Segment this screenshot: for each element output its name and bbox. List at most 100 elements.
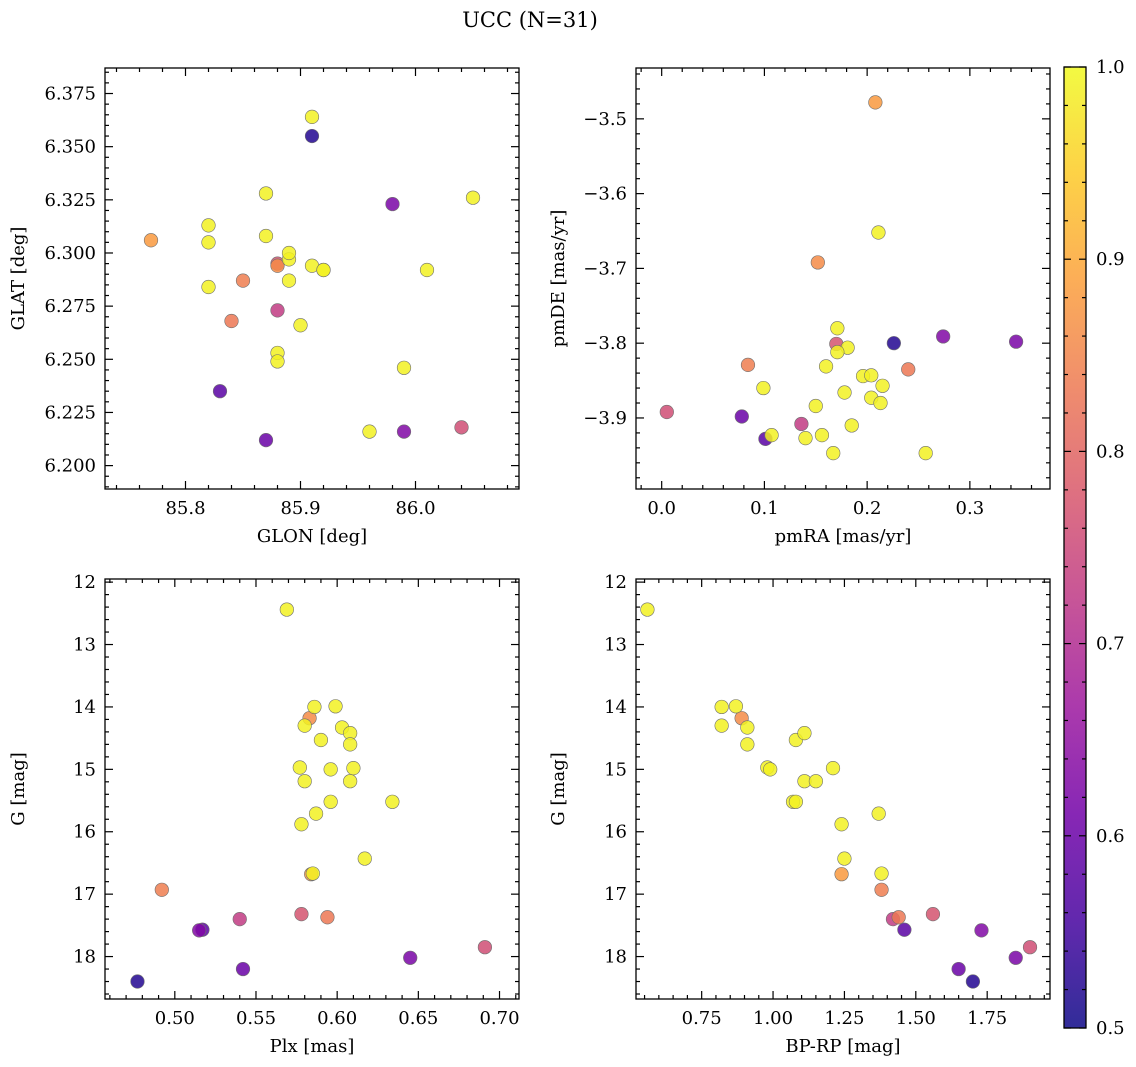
ticks xyxy=(105,68,519,489)
x-tick-label: 0.55 xyxy=(236,1008,276,1029)
data-point xyxy=(808,398,823,414)
data-point xyxy=(837,851,852,866)
data-point xyxy=(305,866,320,881)
x-tick-label: 1.75 xyxy=(967,1008,1007,1029)
y-tick-label: 6.200 xyxy=(44,456,96,477)
data-point xyxy=(1008,950,1023,965)
y-tick-label: −3.6 xyxy=(583,184,627,205)
data-point xyxy=(901,362,916,377)
data-point xyxy=(201,235,216,250)
scatter-points xyxy=(659,95,1024,461)
y-tick-label: −3.7 xyxy=(583,258,627,279)
data-point xyxy=(154,882,169,897)
data-point xyxy=(714,699,729,715)
y-tick-label: 14 xyxy=(73,697,96,718)
data-point xyxy=(419,262,435,278)
data-point xyxy=(201,218,216,233)
data-point xyxy=(918,446,933,461)
data-point xyxy=(794,416,809,432)
colorbar-tick-label: 0.7 xyxy=(1096,634,1125,655)
data-point xyxy=(323,762,338,777)
data-point xyxy=(740,357,756,372)
data-point xyxy=(294,817,309,832)
data-point xyxy=(385,794,400,809)
x-tick-label: 0.1 xyxy=(750,498,779,519)
data-point xyxy=(403,950,418,965)
x-tick-label: 1.00 xyxy=(753,1008,793,1029)
y-tick-label: 6.375 xyxy=(44,84,96,105)
data-point xyxy=(764,428,779,443)
scatter-points xyxy=(143,109,481,448)
x-axis-label: pmRA [mas/yr] xyxy=(775,526,912,547)
data-point xyxy=(328,699,343,714)
x-tick-label: 0.65 xyxy=(398,1008,438,1029)
data-point xyxy=(293,318,308,333)
y-tick-label: 12 xyxy=(604,572,627,593)
data-point xyxy=(798,431,813,446)
ticks xyxy=(105,579,519,999)
data-point xyxy=(192,923,207,938)
axes-frame xyxy=(635,67,1051,490)
data-point xyxy=(270,354,285,369)
data-point xyxy=(130,974,145,989)
x-tick-label: 0.70 xyxy=(479,1008,519,1029)
x-tick-label: 85.9 xyxy=(280,498,320,519)
data-point xyxy=(320,910,335,925)
colorbar-tick-label: 0.9 xyxy=(1096,249,1125,270)
y-tick-label: 6.225 xyxy=(44,402,96,423)
panel-4: 0.75 1.00 1.25 1.50 1.75 12 13 14 15 16 17 18 BP-RP … xyxy=(548,572,1051,1057)
data-point xyxy=(385,196,400,212)
data-point xyxy=(281,273,297,288)
y-tick-label: 18 xyxy=(73,947,96,968)
data-point xyxy=(1022,940,1038,955)
y-tick-label: 6.250 xyxy=(44,349,96,370)
y-tick-label: 6.275 xyxy=(44,296,96,317)
y-tick-label: 16 xyxy=(73,822,96,843)
y-tick-label: 17 xyxy=(604,884,627,905)
data-point xyxy=(212,384,228,399)
scatter-points xyxy=(640,602,1038,989)
y-tick-label: −3.9 xyxy=(583,408,627,429)
colorbar-ticks xyxy=(1064,66,1086,1029)
data-point xyxy=(728,699,744,714)
data-point xyxy=(974,923,989,938)
y-axis-label: GLAT [deg] xyxy=(8,227,29,331)
data-point xyxy=(224,313,239,329)
y-tick-label: 16 xyxy=(604,822,627,843)
data-point xyxy=(891,910,906,925)
data-point xyxy=(874,866,889,881)
data-point xyxy=(316,262,331,278)
y-tick-label: 15 xyxy=(73,759,96,780)
data-point xyxy=(864,368,879,383)
ticks xyxy=(636,68,1050,489)
colorbar-frame xyxy=(1063,66,1087,1029)
data-point xyxy=(279,602,294,617)
data-point xyxy=(808,774,823,789)
x-tick-label: 0.60 xyxy=(317,1008,357,1029)
x-tick-label: 0.2 xyxy=(853,498,882,519)
data-point xyxy=(362,424,377,439)
scatter-points xyxy=(130,602,493,989)
data-point xyxy=(323,794,338,809)
data-point xyxy=(659,404,674,420)
colorbar-tick-label: 1.0 xyxy=(1096,57,1125,78)
data-point xyxy=(826,446,841,461)
data-point xyxy=(874,882,889,897)
data-point xyxy=(297,718,312,733)
x-tick-label: 0.50 xyxy=(155,1008,195,1029)
data-point xyxy=(258,432,274,448)
data-point xyxy=(343,774,358,789)
data-point xyxy=(837,385,852,400)
data-point xyxy=(814,428,830,443)
data-point xyxy=(454,420,469,435)
data-point xyxy=(258,186,274,201)
data-point xyxy=(307,699,322,715)
data-point xyxy=(294,907,309,922)
y-tick-label: 6.350 xyxy=(44,137,96,158)
data-point xyxy=(357,851,372,866)
data-point xyxy=(292,760,307,775)
y-tick-label: 13 xyxy=(604,635,627,656)
data-point xyxy=(477,940,493,955)
data-point xyxy=(343,737,358,752)
